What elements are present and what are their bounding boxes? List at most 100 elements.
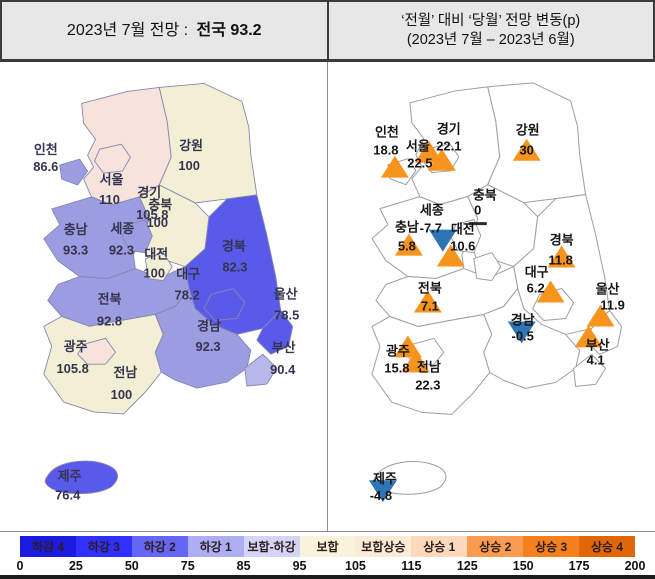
legend-tick: 115 <box>401 559 422 573</box>
region-label: 충북 <box>472 188 496 203</box>
change-symbol-map: 경기 22.1 강원 30 충북 0 충남 5.8 경북 11.8 전북 7.1 전남 22.3 경남 -0.… <box>328 62 655 531</box>
up-triangle-icon <box>393 335 422 358</box>
region-busan <box>244 353 278 387</box>
region-value: 30 <box>519 143 533 158</box>
legend-tick: 95 <box>292 559 307 573</box>
maps-row: 경기 105.8 강원 100 충북 100 충남 93.3 경북 82.3 전북 92.8 전남 100… <box>0 62 655 532</box>
region-value: 76.4 <box>55 488 81 503</box>
region-label: 충남 <box>64 222 88 237</box>
region-value: 78.2 <box>175 287 200 302</box>
legend-class-상승 1: 상승 1 <box>411 536 468 557</box>
legend-tick: 75 <box>180 559 195 573</box>
region-value: -0.5 <box>511 328 533 343</box>
region-label: 대구 <box>176 267 200 282</box>
region-value: 6.2 <box>526 281 544 296</box>
region-label: 전남 <box>114 365 138 380</box>
region-value: 92.3 <box>195 339 220 354</box>
region-value: 82.3 <box>222 260 247 275</box>
up-triangle-icon <box>394 233 423 256</box>
region-label: 강원 <box>179 138 203 153</box>
forecast-choropleth-map: 경기 105.8 강원 100 충북 100 충남 93.3 경북 82.3 전북 92.8 전남 100… <box>0 62 328 531</box>
region-jeju <box>44 460 118 495</box>
legend-tick: 25 <box>68 559 83 573</box>
up-triangle-icon <box>512 138 541 161</box>
up-triangle-icon <box>436 244 465 267</box>
region-daegu <box>203 288 246 321</box>
region-value: 11.9 <box>600 297 625 312</box>
up-triangle-icon <box>536 280 565 303</box>
up-triangle-icon <box>413 290 442 313</box>
region-label: 제주 <box>372 471 396 486</box>
title-row: 2023년 7월 전망 : 전국 93.2 ‘전월’ 대비 ‘당월’ 전망 변동… <box>0 0 655 62</box>
right-map-svg: 경기 22.1 강원 30 충북0 충남 5.8 경북 11.8 전북 7.1 전남 22.3 경남-0.… <box>368 82 625 503</box>
legend-class-보합상승: 보합상승 <box>355 536 412 557</box>
legend-tick: 125 <box>456 559 478 573</box>
legend-class-보합-하강: 보합-하강 <box>243 536 300 557</box>
down-triangle-icon <box>368 480 397 503</box>
legend-class-하강 4: 하강 4 <box>20 536 76 557</box>
region-gangwon <box>486 82 586 204</box>
left-map-title: 2023년 7월 전망 : 전국 93.2 <box>2 2 329 59</box>
region-value: 90.4 <box>270 362 296 377</box>
legend-tick: 200 <box>624 559 646 573</box>
region-label: 대전 <box>450 222 474 237</box>
region-label: 전북 <box>98 291 122 306</box>
down-triangle-icon <box>428 229 457 252</box>
up-triangle-icon <box>586 304 615 327</box>
region-value: 86.6 <box>33 159 58 174</box>
legend-class-하강 2: 하강 2 <box>131 536 188 557</box>
region-label: 광주 <box>64 339 88 354</box>
left-title-prefix: 2023년 7월 전망 : <box>66 21 189 39</box>
legend-class-하강 3: 하강 3 <box>75 536 132 557</box>
region-label: 세종 <box>111 221 135 236</box>
legend-class-상승 2: 상승 2 <box>467 536 524 557</box>
region-value: 22.3 <box>415 377 440 392</box>
region-label: 경기 <box>436 122 460 137</box>
region-busan <box>572 353 606 387</box>
region-value: -4.8 <box>369 488 391 503</box>
region-label: 제주 <box>58 469 82 484</box>
region-label: 경남 <box>197 318 221 333</box>
up-triangle-icon <box>414 140 443 163</box>
region-value: 105.8 <box>56 361 88 376</box>
left-title-national-value: 전국 93.2 <box>196 21 262 39</box>
region-value: 93.3 <box>63 243 88 258</box>
legend-class-하강 1: 하강 1 <box>187 536 244 557</box>
region-label: 부산 <box>585 337 609 352</box>
region-label: 울산 <box>595 282 619 297</box>
region-value: 100 <box>178 158 200 173</box>
region-sejong <box>121 219 153 254</box>
region-label: 광주 <box>385 343 409 358</box>
legend-tick: 150 <box>512 559 534 573</box>
region-label: 충북 <box>148 197 172 212</box>
down-triangle-icon <box>507 321 536 344</box>
left-map-svg: 경기 105.8 강원 100 충북 100 충남 93.3 경북 82.3 전북 92.8 전남 100… <box>33 83 299 503</box>
region-value: 110 <box>99 192 120 207</box>
region-label: 충남 <box>394 220 418 235</box>
region-gwangju <box>77 337 116 365</box>
legend-class-상승 4: 상승 4 <box>579 536 635 557</box>
region-seoul <box>94 143 131 174</box>
up-triangle-icon <box>574 325 603 348</box>
region-value: 4.1 <box>586 352 604 367</box>
region-incheon <box>59 158 89 186</box>
region-value: 10.6 <box>450 239 475 254</box>
region-value: 15.8 <box>384 360 409 375</box>
region-label: 경기 <box>137 185 161 200</box>
region-value: 92.3 <box>109 243 134 258</box>
right-title-line1: ‘전월’ 대비 ‘당월’ 전망 변동(p) <box>401 13 581 30</box>
region-label: 서울 <box>405 139 429 154</box>
region-label: 강원 <box>515 123 539 138</box>
region-value: -7.7 <box>419 221 441 236</box>
legend-tick: 175 <box>568 559 590 573</box>
region-label: 인천 <box>374 125 398 140</box>
region-label: 서울 <box>100 172 124 187</box>
legend-tick: 50 <box>124 559 139 573</box>
region-value: 100 <box>143 266 165 281</box>
region-label: 경북 <box>549 233 573 248</box>
region-label: 부산 <box>272 340 296 355</box>
region-label: 경남 <box>510 312 534 327</box>
